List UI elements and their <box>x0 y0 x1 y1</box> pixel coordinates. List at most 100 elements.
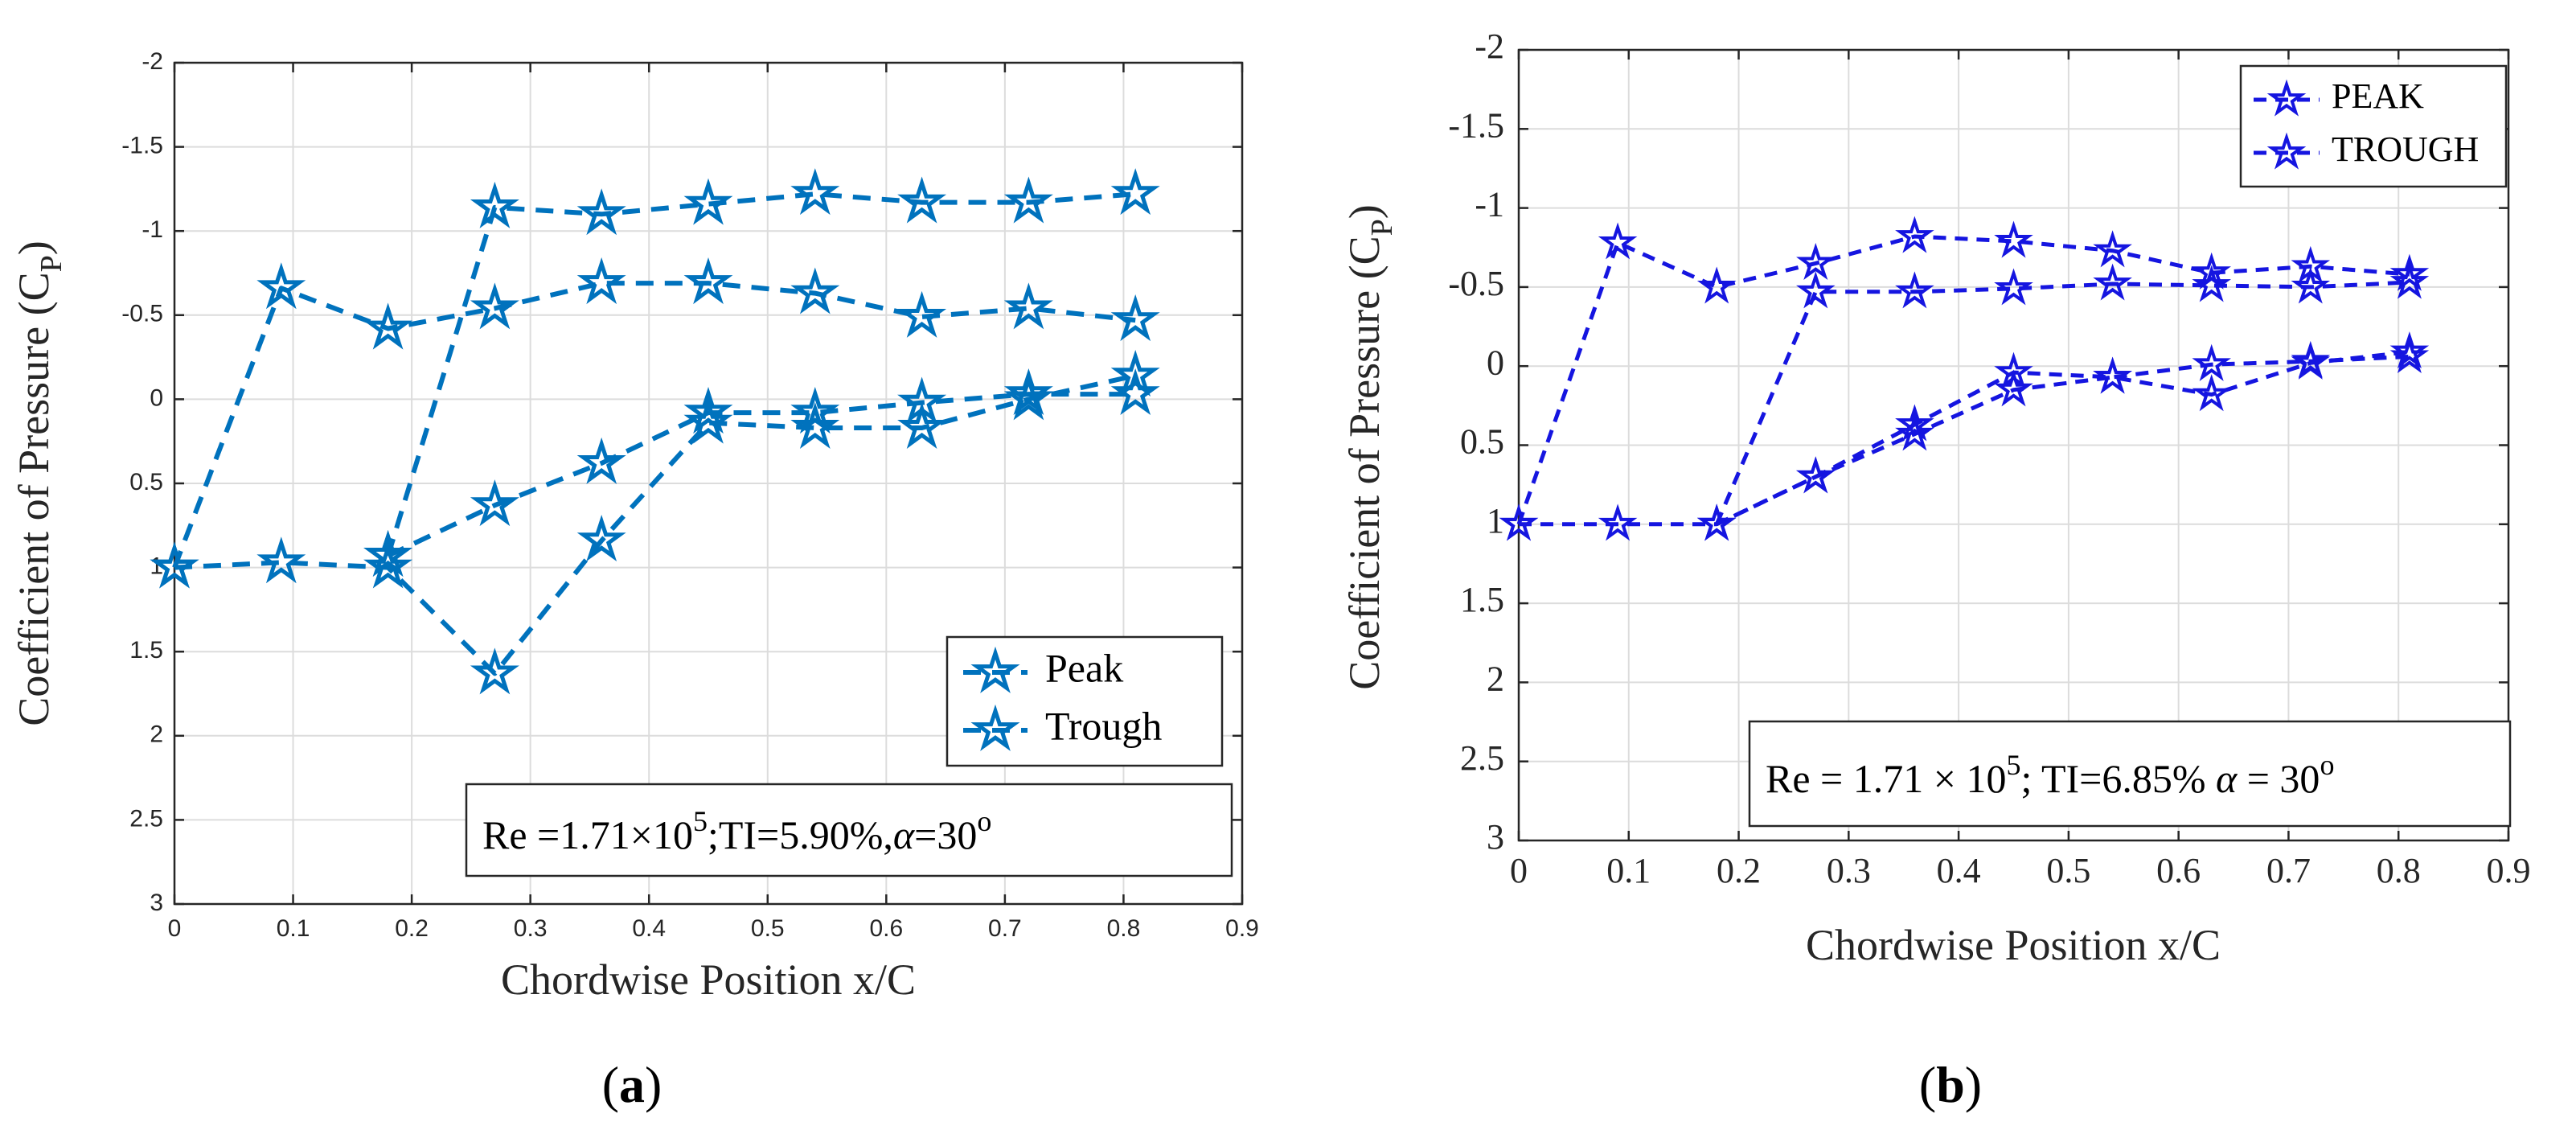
data-point <box>256 536 306 584</box>
annotation-sup: o <box>977 805 991 837</box>
annotation-box <box>1748 720 2512 828</box>
y-axis-label-sub: P <box>1365 219 1399 236</box>
x-tick-label: 0.8 <box>1107 915 1141 942</box>
chart-panel-a: 0 0.1 0.2 0.3 0.4 0.5 0.6 0.7 0.8 0.9 -2 -1.5 -1 -0.5… <box>10 48 1259 1113</box>
series-peak <box>1499 216 2430 541</box>
annotation-text: Re = 1.71 × 105; TI=6.85% α = 30o <box>1766 749 2334 801</box>
series-line <box>385 191 1136 557</box>
annotation-part: =30 <box>914 812 977 857</box>
data-point <box>2192 343 2231 381</box>
x-axis-label: Chordwise Position x/C <box>1806 921 2221 969</box>
x-tick-label: 0.2 <box>1717 851 1761 890</box>
data-point <box>2389 253 2430 291</box>
data-point <box>1895 216 1934 253</box>
y-tick-label: -0.5 <box>1448 264 1504 303</box>
data-point <box>1110 368 1160 416</box>
legend-label: Peak <box>1045 645 1123 690</box>
legend: Peak Trough <box>945 635 1224 767</box>
y-tick-label: 0 <box>1487 343 1504 382</box>
legend-label: TROUGH <box>2332 129 2479 169</box>
annotation-box <box>465 783 1233 877</box>
x-tick-label: 0.6 <box>2156 851 2201 890</box>
legend-marker <box>970 646 1020 693</box>
annotation: Re =1.71×105;TI=5.90%,α=30o <box>465 783 1233 877</box>
series-line <box>1716 354 2410 527</box>
data-point <box>1110 168 1160 216</box>
series-peak <box>150 257 1160 695</box>
panel-paren: ( <box>602 1056 619 1113</box>
annotation-part: = 30 <box>2237 756 2320 801</box>
x-tick-label: 0.3 <box>1827 851 1871 890</box>
x-tick-label: 0 <box>1510 851 1528 890</box>
data-point <box>2389 331 2430 369</box>
x-tick-label: 0 <box>168 915 182 942</box>
data-point <box>1499 503 1539 541</box>
y-tick-label: 0.5 <box>129 469 163 495</box>
x-tick-label: 0.4 <box>1937 851 1981 890</box>
data-point <box>2389 261 2430 299</box>
x-tick-label: 0.5 <box>751 915 785 942</box>
data-point <box>1895 271 1934 309</box>
y-tick-label: 2.5 <box>129 805 163 832</box>
data-point <box>2291 340 2331 378</box>
x-tick-label: 0.5 <box>2046 851 2090 890</box>
y-axis-label-main: Coefficient of Pressure (C <box>1340 236 1388 689</box>
x-tick-label: 0.7 <box>2266 851 2311 890</box>
x-tick-label: 0.1 <box>277 915 310 942</box>
data-point <box>1796 271 1836 309</box>
y-tick-label: 2 <box>1487 659 1504 698</box>
data-point <box>576 437 626 484</box>
data-point <box>2291 266 2331 304</box>
data-point <box>1598 503 1638 541</box>
panel-label: (a) <box>602 1056 662 1113</box>
data-point <box>1110 350 1160 397</box>
y-axis-label-close: ) <box>10 240 58 255</box>
data-point <box>1796 242 1836 281</box>
y-tick-label: 0.5 <box>1460 422 1504 462</box>
data-point <box>576 515 626 562</box>
legend: PEAK TROUGH <box>2239 64 2508 188</box>
y-axis-label-sub: P <box>35 255 68 272</box>
y-tick-label: 3 <box>1487 817 1504 857</box>
x-tick-label: 0.3 <box>514 915 548 942</box>
y-tick-label: 1.5 <box>129 637 163 664</box>
data-point <box>2389 335 2430 374</box>
data-point <box>1003 282 1053 330</box>
data-point <box>1895 413 1934 451</box>
data-point <box>897 376 947 424</box>
panel-letter: a <box>619 1056 645 1113</box>
data-point <box>683 387 733 434</box>
y-tick-label: 1.5 <box>1460 580 1504 619</box>
data-point <box>2192 265 2231 302</box>
annotation-part: ;TI=5.90%, <box>708 812 893 857</box>
data-point <box>256 262 306 310</box>
data-point <box>2192 252 2231 290</box>
x-tick-label: 0.6 <box>869 915 903 942</box>
data-point <box>363 541 413 589</box>
x-tick-label: 0.7 <box>988 915 1022 942</box>
data-point <box>1994 351 2033 389</box>
y-axis-label: Coefficient of Pressure (CP) <box>1340 204 1399 690</box>
data-point <box>1003 368 1053 416</box>
series-line <box>1519 350 2410 527</box>
annotation-part: Re = 1.71 × 10 <box>1766 756 2006 801</box>
x-tick-label: 0.9 <box>1225 915 1259 942</box>
y-tick-label: -1 <box>142 216 163 243</box>
data-point <box>683 178 733 225</box>
panel-label: (b) <box>1919 1056 1982 1113</box>
data-point <box>1696 503 1737 541</box>
y-axis-label-close: ) <box>1340 204 1388 219</box>
y-tick-label: 2 <box>150 721 163 748</box>
legend-marker <box>2266 132 2307 170</box>
x-axis-label: Chordwise Position x/C <box>501 955 916 1004</box>
data-point <box>790 387 840 434</box>
data-point <box>1696 266 1737 304</box>
data-point <box>576 188 626 236</box>
legend-marker <box>970 704 1020 751</box>
y-axis-label-main: Coefficient of Pressure (C <box>10 272 58 725</box>
data-point <box>2093 356 2132 394</box>
annotation-alpha: α <box>893 812 916 857</box>
y-axis-label: Coefficient of Pressure (CP) <box>10 240 68 726</box>
y-tick-label: -2 <box>142 48 163 75</box>
